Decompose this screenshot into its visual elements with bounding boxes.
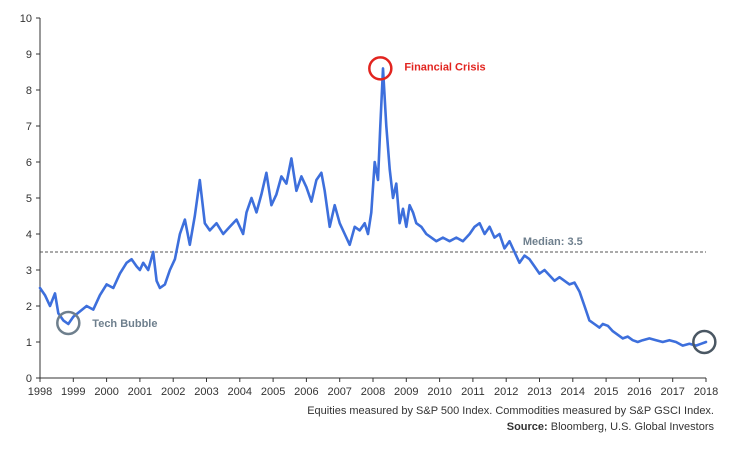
x-tick-label: 2007	[327, 386, 351, 398]
x-tick-label: 2016	[627, 386, 651, 398]
x-tick-label: 2008	[361, 386, 385, 398]
y-tick-label: 4	[26, 229, 32, 241]
y-tick-label: 2	[26, 301, 32, 313]
source-label: Source:	[506, 421, 548, 433]
x-tick-label: 2006	[294, 386, 318, 398]
median-label: Median: 3.5	[523, 236, 583, 248]
x-tick-label: 2012	[494, 386, 518, 398]
x-tick-label: 2010	[427, 386, 451, 398]
x-tick-label: 2018	[694, 386, 718, 398]
x-tick-label: 2000	[94, 386, 118, 398]
source-text: Bloomberg, U.S. Global Investors	[547, 421, 714, 433]
y-tick-label: 6	[26, 157, 32, 169]
median-reference-line: Median: 3.5	[40, 236, 706, 253]
x-tick-label: 2017	[660, 386, 684, 398]
tech-bubble-label: Tech Bubble	[92, 318, 157, 330]
y-tick-label: 1	[26, 337, 32, 349]
y-tick-label: 0	[26, 373, 32, 385]
x-tick-label: 2003	[194, 386, 218, 398]
annotations: Financial Crisis Tech Bubble	[56, 56, 717, 355]
tech-bubble-marker	[56, 310, 81, 336]
x-tick-label: 1998	[28, 386, 52, 398]
axes: 0 1 2 3 4 5 6 7 8 9 10 1998 1999 2000 2001 2002 2003 2004…	[20, 13, 718, 398]
series-line	[38, 67, 708, 347]
y-tick-label: 3	[26, 265, 32, 277]
x-tick-label: 2001	[128, 386, 152, 398]
x-tick-label: 2002	[161, 386, 185, 398]
x-tick-label: 2015	[594, 386, 618, 398]
current-value-marker	[692, 329, 717, 355]
x-tick-label: 2014	[561, 386, 585, 398]
y-tick-label: 10	[20, 13, 32, 25]
series-group	[38, 67, 708, 347]
footnote-measurement: Equities measured by S&P 500 Index. Comm…	[307, 405, 714, 417]
x-tick-label: 2005	[261, 386, 285, 398]
x-tick-label: 1999	[61, 386, 85, 398]
financial-crisis-marker	[368, 56, 393, 81]
x-tick-label: 2013	[527, 386, 551, 398]
financial-crisis-label: Financial Crisis	[404, 61, 485, 73]
x-tick-label: 2009	[394, 386, 418, 398]
x-tick-label: 2011	[461, 386, 485, 398]
x-tick-label: 2004	[228, 386, 252, 398]
y-tick-label: 9	[26, 49, 32, 61]
footnote-source: Source: Bloomberg, U.S. Global Investors	[507, 421, 714, 433]
y-tick-label: 7	[26, 121, 32, 133]
y-tick-label: 5	[26, 193, 32, 205]
y-tick-label: 8	[26, 85, 32, 97]
